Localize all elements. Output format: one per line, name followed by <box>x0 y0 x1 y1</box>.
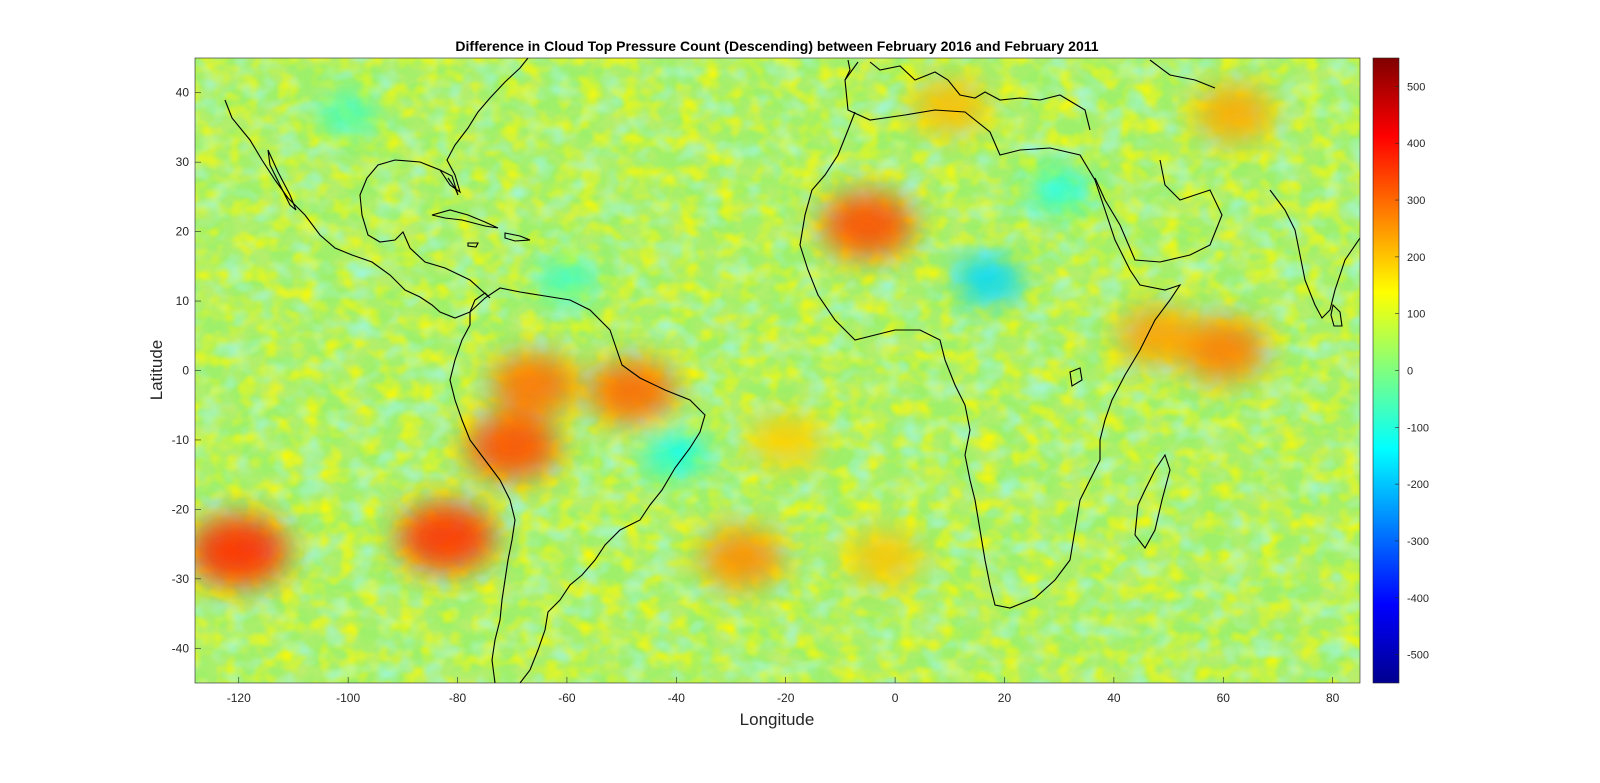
y-tick-label: -30 <box>172 572 190 586</box>
anomaly-blob-5 <box>589 360 676 423</box>
y-axis-label: Latitude <box>147 340 166 401</box>
anomaly-blob-12 <box>912 80 987 134</box>
anomaly-blob-7 <box>1181 319 1266 380</box>
y-tick-label: 0 <box>182 364 189 378</box>
colorbar-tick-label: -500 <box>1407 650 1429 662</box>
y-tick-label: 10 <box>176 294 190 308</box>
x-tick-label: -20 <box>777 691 795 705</box>
y-tick-label: 20 <box>176 225 190 239</box>
colorbar-tick-label: -200 <box>1407 479 1429 491</box>
x-tick-label: -120 <box>227 691 251 705</box>
colorbar-tick-label: -100 <box>1407 422 1429 434</box>
y-tick-label: -40 <box>172 641 190 655</box>
y-ticks: 40 30 20 10 0 -10 -20 -30 -40 <box>172 86 201 655</box>
x-tick-label: 0 <box>892 691 899 705</box>
colorbar-tick-label: -400 <box>1407 593 1429 605</box>
x-tick-label: -60 <box>558 691 576 705</box>
anomaly-blob-8 <box>1118 307 1197 364</box>
coastline-cuba <box>431 209 499 229</box>
anomaly-layer <box>195 80 1273 587</box>
noise-layer-cyan <box>195 58 1360 683</box>
colorbar-tick-label: 200 <box>1407 252 1425 264</box>
anomaly-blob-10 <box>750 414 822 466</box>
x-ticks: -120 -100 -80 -60 -40 -20 0 20 40 60 80 <box>227 677 1340 705</box>
anomaly-blob-16 <box>538 259 596 301</box>
anomaly-blob-2 <box>195 516 288 586</box>
coastlines <box>224 58 1360 683</box>
x-tick-label: -80 <box>449 691 467 705</box>
chart-title: Difference in Cloud Top Pressure Count (… <box>455 38 1098 54</box>
coastline-south-america <box>449 287 706 683</box>
anomaly-blob-17 <box>320 93 376 134</box>
coastline-madagascar <box>1134 453 1171 549</box>
anomaly-blob-4 <box>491 353 577 415</box>
colorbar-ticks: 500 400 300 200 100 0 -100 -200 -300 -400 -500 <box>1395 81 1429 662</box>
colorbar-tick-label: 0 <box>1407 366 1413 378</box>
coastline-arabia <box>1094 159 1223 263</box>
coastline-europe <box>844 59 1216 131</box>
coastline-florida <box>439 169 459 196</box>
coastline-africa <box>799 61 1182 609</box>
map-plot-area <box>195 58 1360 683</box>
x-tick-label: -100 <box>336 691 360 705</box>
anomaly-blob-13 <box>645 431 708 477</box>
y-tick-label: -20 <box>172 502 190 516</box>
anomaly-blob-6 <box>701 529 783 587</box>
anomaly-blob-15 <box>1029 168 1090 212</box>
coastline-baja <box>267 149 297 211</box>
coastline-north-america <box>224 58 529 319</box>
colorbar-tick-label: 300 <box>1407 195 1425 207</box>
colorbar <box>1372 57 1400 684</box>
x-tick-label: 80 <box>1326 691 1340 705</box>
y-tick-label: -10 <box>172 433 190 447</box>
coastline-india <box>1269 189 1360 319</box>
anomaly-blob-11 <box>847 532 921 584</box>
colorbar-tick-label: 400 <box>1407 138 1425 150</box>
y-tick-label: 40 <box>176 86 190 100</box>
anomaly-blob-3 <box>466 414 558 480</box>
coastline-jamaica <box>467 242 479 248</box>
anomaly-blob-9 <box>1195 86 1273 142</box>
x-tick-label: 20 <box>998 691 1012 705</box>
coastline-lake-victoria <box>1069 367 1083 387</box>
coastline-srilanka <box>1330 303 1343 327</box>
colorbar-tick-label: 500 <box>1407 81 1425 93</box>
y-tick-label: 30 <box>176 155 190 169</box>
x-tick-label: -40 <box>668 691 686 705</box>
x-tick-label: 40 <box>1107 691 1121 705</box>
x-tick-label: 60 <box>1217 691 1231 705</box>
coastline-hispaniola <box>504 232 531 242</box>
colorbar-tick-label: 100 <box>1407 309 1425 321</box>
colorbar-tick-label: -300 <box>1407 536 1429 548</box>
anomaly-blob-0 <box>822 192 914 258</box>
anomaly-blob-1 <box>398 503 495 572</box>
anomaly-blob-14 <box>953 255 1023 306</box>
x-axis-label: Longitude <box>740 710 815 729</box>
